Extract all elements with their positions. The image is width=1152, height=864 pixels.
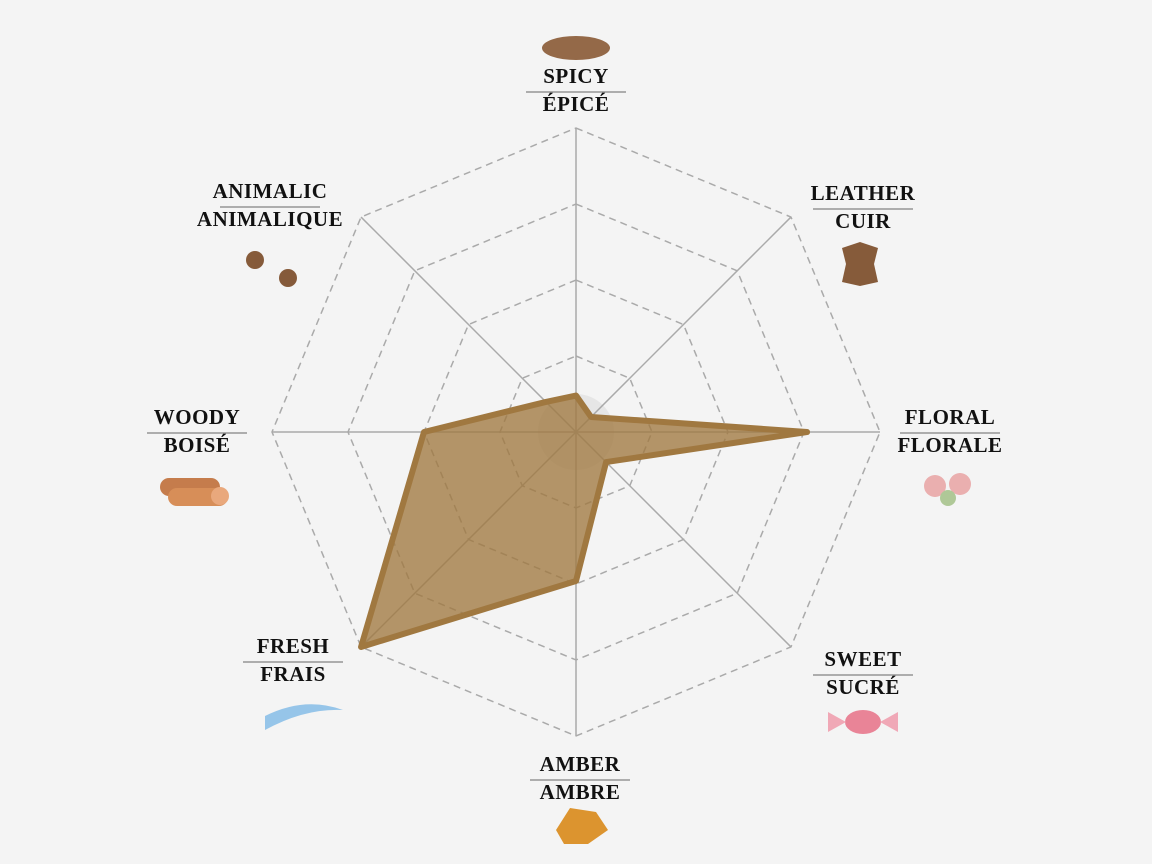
amber-icon xyxy=(556,808,608,844)
axis-spoke xyxy=(575,431,792,648)
axis-label-fr: ÉPICÉ xyxy=(543,92,610,116)
axis-label-fr: FLORALE xyxy=(897,433,1002,457)
plot xyxy=(358,392,811,650)
axis-label: SPICY xyxy=(543,64,609,88)
axis-spoke xyxy=(360,216,577,433)
axis-label: SWEET xyxy=(824,647,901,671)
axis-label: ANIMALIC xyxy=(213,179,328,203)
axis-label: FLORAL xyxy=(905,405,996,429)
animalic-icon xyxy=(246,251,297,287)
icons xyxy=(160,36,971,844)
axis-label: WOODY xyxy=(154,405,241,429)
woody-icon xyxy=(160,478,229,506)
leather-icon xyxy=(842,242,878,286)
axis-spoke xyxy=(575,216,792,433)
axis-label-fr: FRAIS xyxy=(260,662,326,686)
labels: SPICY ÉPICÉ LEATHER CUIR FLORAL FLORALE SWEET S… xyxy=(147,64,1002,804)
axis-label: LEATHER xyxy=(811,181,916,205)
spicy-icon xyxy=(542,36,610,60)
series-area xyxy=(358,392,811,650)
fresh-icon xyxy=(265,704,343,730)
floral-icon xyxy=(924,473,971,506)
axis-label-fr: SUCRÉ xyxy=(826,675,900,699)
axis-label-fr: CUIR xyxy=(835,209,891,233)
axis-label-fr: AMBRE xyxy=(540,780,621,804)
axis-label: AMBER xyxy=(540,752,621,776)
axis-label: FRESH xyxy=(257,634,330,658)
axis-label-fr: BOISÉ xyxy=(164,433,231,457)
sweet-icon xyxy=(828,710,898,734)
axis-label-fr: ANIMALIQUE xyxy=(197,207,343,231)
